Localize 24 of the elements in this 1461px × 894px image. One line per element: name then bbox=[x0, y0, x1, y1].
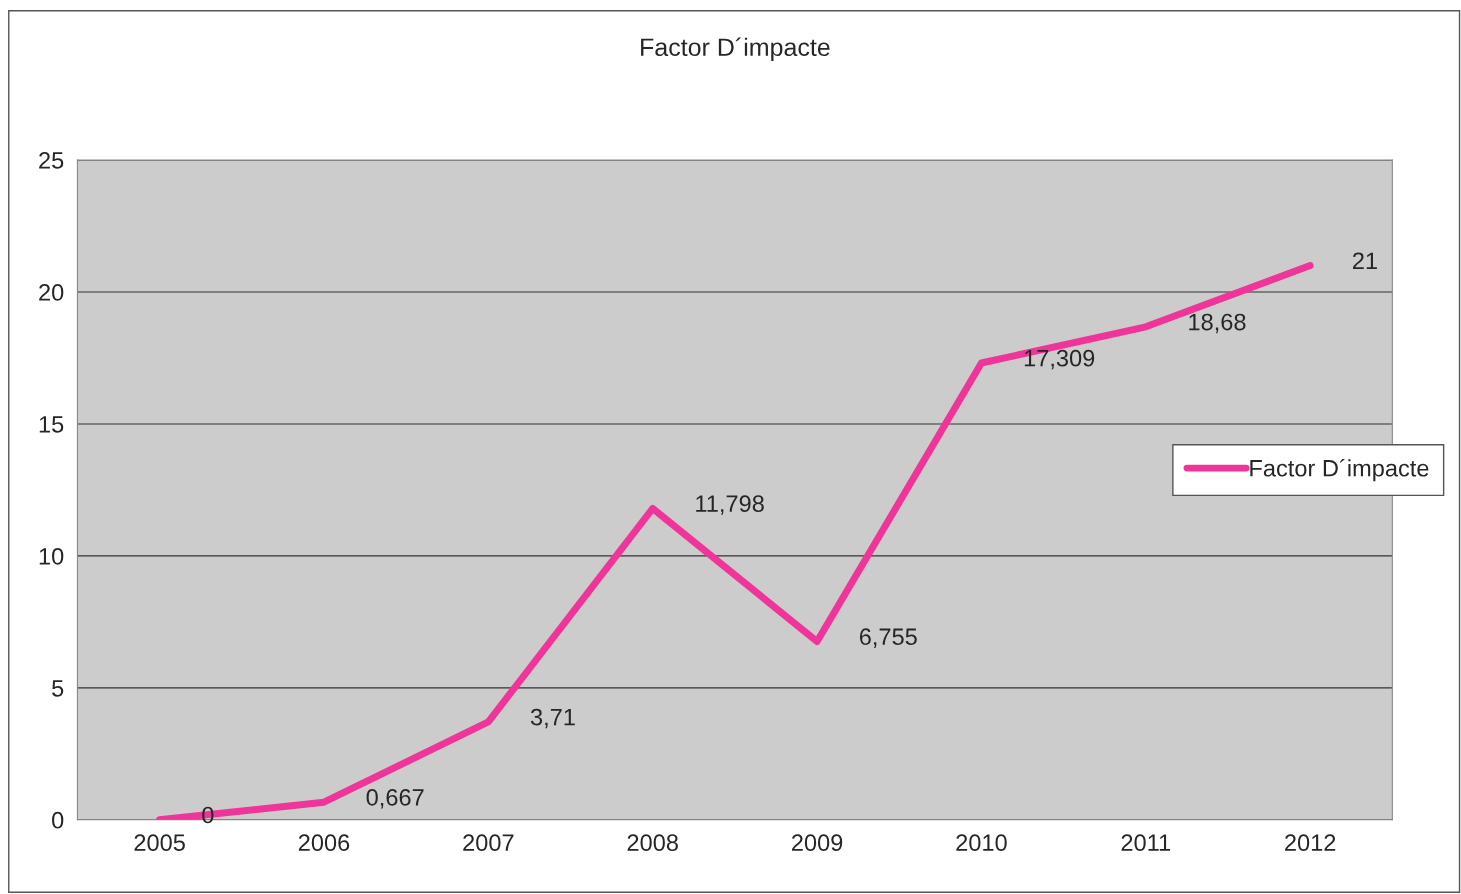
x-tick-label: 2012 bbox=[1285, 834, 1336, 852]
data-label: 21 bbox=[1353, 252, 1377, 269]
data-label: 6,755 bbox=[859, 628, 917, 648]
data-label: 0,667 bbox=[366, 789, 424, 809]
data-label: 3,71 bbox=[530, 708, 575, 729]
x-tick-label: 2011 bbox=[1121, 834, 1171, 852]
legend-label: Factor D´impacte bbox=[1250, 458, 1429, 482]
x-tick-label: 2006 bbox=[298, 834, 350, 852]
x-tick-label: 2007 bbox=[463, 834, 514, 852]
y-tick-label: 5 bbox=[52, 680, 64, 697]
x-tick-label: 2009 bbox=[791, 834, 843, 852]
x-tick-label: 2005 bbox=[134, 834, 185, 852]
data-label: 17,309 bbox=[1024, 349, 1095, 370]
y-tick-label: 25 bbox=[39, 152, 64, 169]
y-tick-label: 0 bbox=[52, 811, 64, 829]
data-label: 11,798 bbox=[696, 495, 764, 515]
x-tick-label: 2010 bbox=[956, 834, 1007, 852]
data-label: 0 bbox=[202, 806, 214, 824]
x-tick-label: 2008 bbox=[627, 834, 678, 852]
y-tick-label: 20 bbox=[39, 284, 64, 301]
y-tick-label: 10 bbox=[39, 547, 64, 565]
chart-title: Factor D´impacte bbox=[641, 37, 830, 62]
data-label: 18,68 bbox=[1189, 313, 1246, 334]
y-tick-label: 15 bbox=[39, 416, 64, 433]
